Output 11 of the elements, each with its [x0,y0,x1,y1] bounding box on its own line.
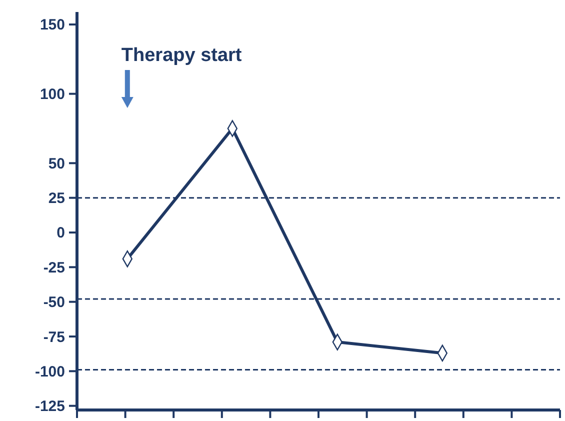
y-tick-label: 50 [48,155,65,172]
y-tick-label: 25 [48,190,65,208]
y-tick-label: 0 [56,224,65,242]
y-tick-label: -25 [43,259,65,276]
y-tick-label: -50 [43,294,65,312]
annotation: Therapy start [121,45,242,66]
y-tick-label: 150 [40,16,65,34]
y-tick-label: -125 [34,398,65,416]
y-tick-label: -75 [43,328,65,346]
y-tick-label: -100 [34,363,65,380]
y-tick-label: 100 [40,86,65,104]
